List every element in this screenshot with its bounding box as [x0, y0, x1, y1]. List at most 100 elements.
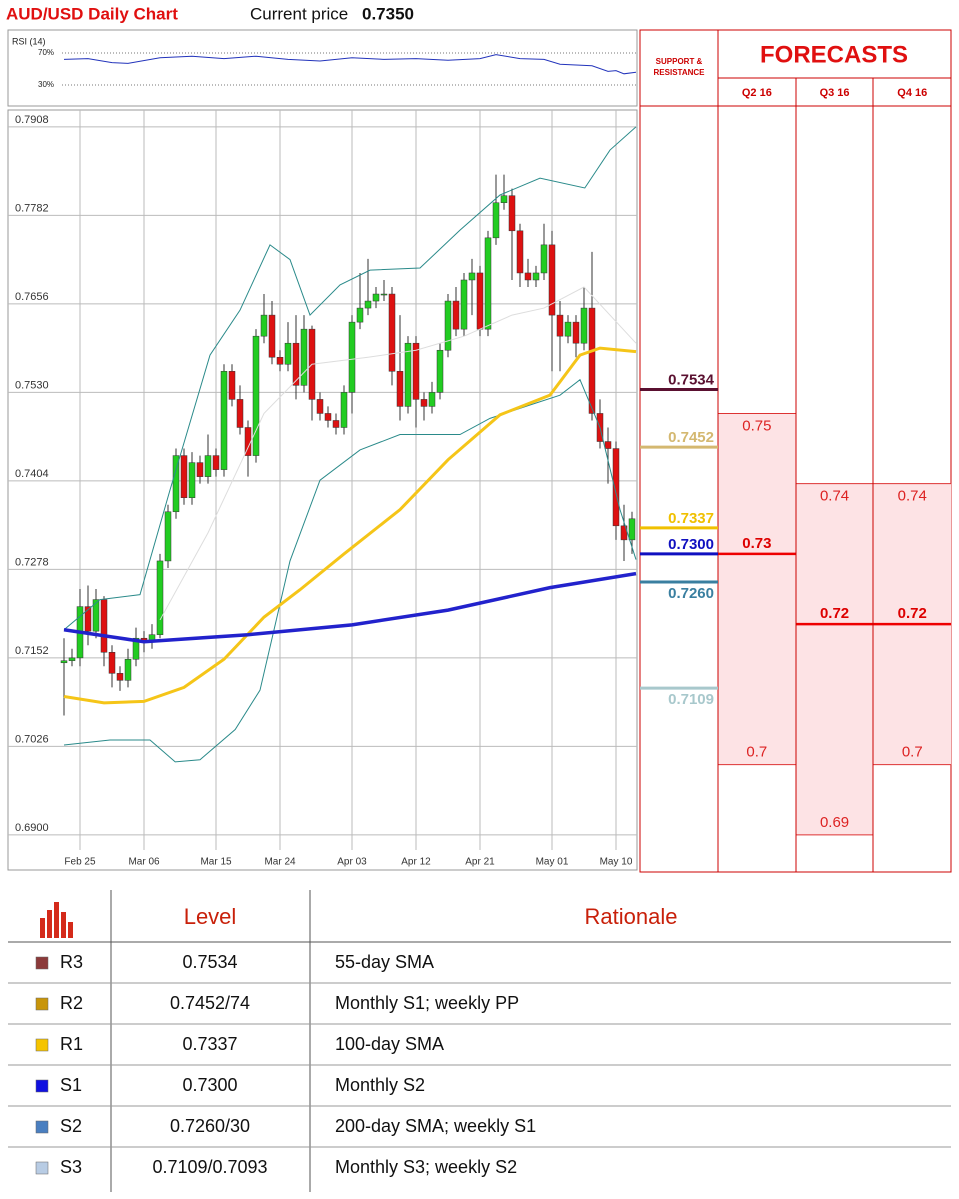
candle-body [332, 420, 340, 428]
candle-body [260, 314, 268, 337]
candle-body [276, 356, 284, 365]
candle-body [556, 314, 564, 337]
candle-body [100, 599, 108, 653]
x-tick-label: Feb 25 [64, 857, 96, 868]
rsi-title: RSI (14) [12, 36, 46, 46]
candle-body [404, 342, 412, 407]
candle-body [548, 244, 556, 316]
forecast-high-label: 0.74 [898, 488, 927, 505]
y-tick-label: 0.7908 [15, 114, 49, 126]
forecast-high-label: 0.74 [820, 488, 849, 505]
candle-body [156, 560, 164, 635]
candle-body [132, 637, 140, 660]
icon-bar [40, 918, 45, 938]
candle-body [268, 314, 276, 358]
candle-body [236, 399, 244, 428]
candle-body [388, 293, 396, 372]
candle-body [372, 293, 380, 302]
level-name: R1 [60, 1034, 83, 1054]
level-swatch [35, 997, 49, 1011]
table-icon [40, 902, 73, 938]
level-label: 0.7337 [668, 510, 714, 527]
y-tick-label: 0.7278 [15, 556, 49, 568]
candle-body [348, 321, 356, 393]
level-name: S1 [60, 1075, 82, 1095]
candle-body [452, 300, 460, 330]
candle-body [92, 599, 100, 632]
candle-body [356, 307, 364, 323]
level-swatch [35, 1079, 49, 1093]
x-tick-label: Mar 06 [128, 857, 160, 868]
level-rationale: Monthly S1; weekly PP [335, 993, 519, 1013]
level-rationale: Monthly S3; weekly S2 [335, 1157, 517, 1177]
level-rationale: 100-day SMA [335, 1034, 444, 1054]
candle-body [564, 321, 572, 337]
level-swatch [35, 956, 49, 970]
rsi-line [63, 54, 637, 75]
icon-bar [68, 922, 73, 938]
icon-bar [47, 910, 52, 938]
overlay-line [63, 571, 637, 644]
level-swatch [35, 1120, 49, 1134]
candle-body [500, 195, 508, 203]
level-value: 0.7260/30 [170, 1116, 250, 1136]
sr-title: SUPPORT & [656, 57, 703, 66]
level-label: 0.7452 [668, 429, 714, 446]
candle-body [532, 272, 540, 281]
candle-body [220, 371, 228, 470]
candle-body [572, 321, 580, 344]
quarter-label: Q2 16 [742, 87, 772, 99]
sr-title: RESISTANCE [654, 68, 706, 77]
candle-body [108, 652, 116, 674]
forecast-high-label: 0.75 [742, 417, 771, 434]
table-header: Level [184, 904, 237, 929]
level-rationale: Monthly S2 [335, 1075, 425, 1095]
price: 0.7350 [362, 4, 414, 23]
x-tick-label: Apr 12 [401, 857, 431, 868]
candle-body [420, 399, 428, 407]
price-label: Current price [250, 4, 348, 23]
candle-body [228, 371, 236, 400]
level-name: R2 [60, 993, 83, 1013]
x-tick-label: Apr 03 [337, 857, 367, 868]
rsi-tick-label: 70% [38, 48, 54, 57]
candle-body [444, 300, 452, 351]
level-label: 0.7260 [668, 585, 714, 602]
level-name: S2 [60, 1116, 82, 1136]
forecasts-title: FORECASTS [760, 41, 908, 68]
level-name: S3 [60, 1157, 82, 1177]
candle-body [212, 455, 220, 470]
level-swatch [35, 1161, 49, 1175]
icon-bar [61, 912, 66, 938]
candle-body [588, 307, 596, 414]
candle-body [540, 244, 548, 274]
price-frame [7, 109, 638, 871]
candle-body [180, 455, 188, 498]
candle-body [476, 272, 484, 330]
overlay-line [63, 378, 637, 763]
rsi-frame [7, 29, 638, 107]
candle-body [468, 272, 476, 281]
level-value: 0.7452/74 [170, 993, 250, 1013]
candle-body [412, 342, 420, 400]
candle-body [580, 307, 588, 344]
level-label: 0.7300 [668, 536, 714, 553]
candle-body [164, 511, 172, 562]
y-tick-label: 0.7026 [15, 733, 49, 745]
forecast-range [795, 483, 874, 835]
candle-body [524, 272, 532, 281]
x-tick-label: Apr 21 [465, 857, 495, 868]
level-value: 0.7534 [182, 952, 237, 972]
candle-body [604, 441, 612, 449]
candle-body [116, 673, 124, 681]
candle-body [196, 462, 204, 477]
x-tick-label: May 01 [536, 857, 569, 868]
y-tick-label: 0.7530 [15, 379, 49, 391]
y-tick-label: 0.7656 [15, 291, 49, 303]
candle-body [316, 399, 324, 414]
candle-body [204, 455, 212, 477]
candle-body [612, 448, 620, 527]
candle-body [484, 237, 492, 330]
